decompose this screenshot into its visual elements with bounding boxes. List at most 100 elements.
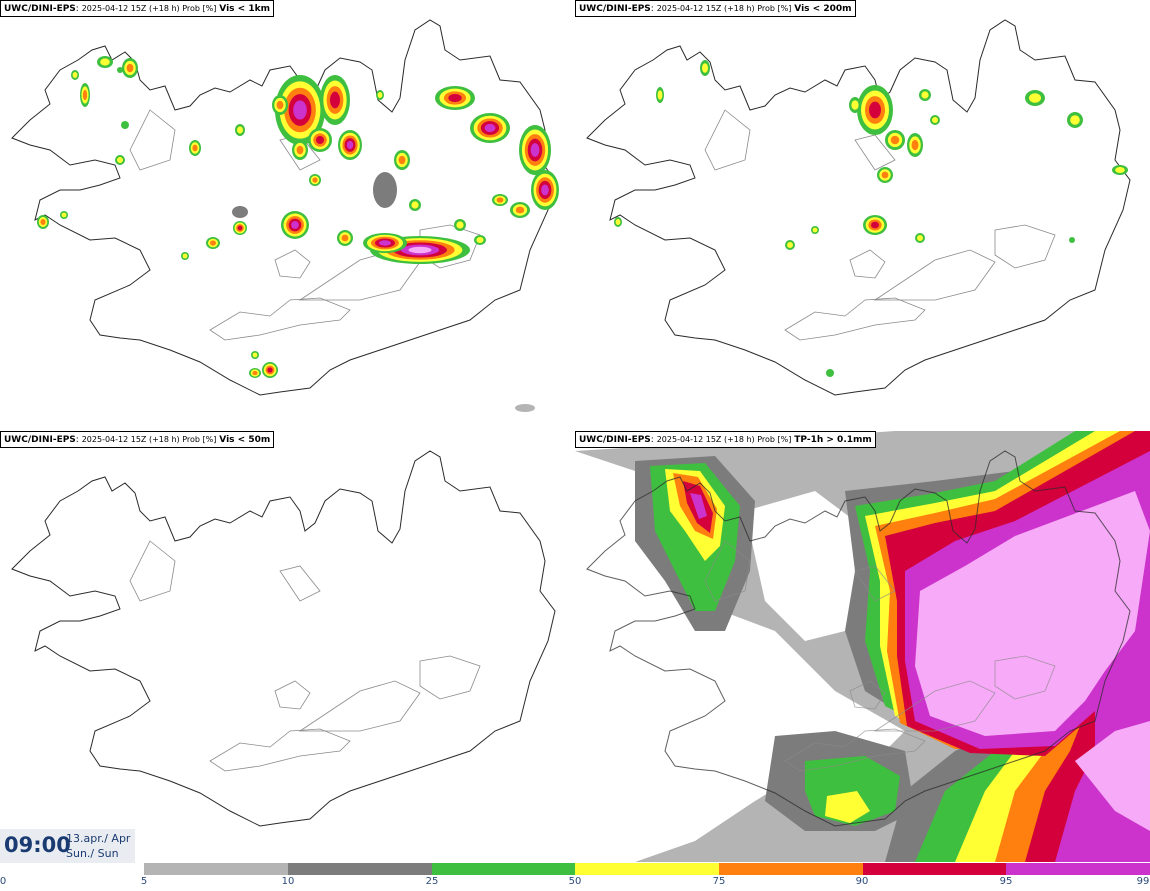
coastline-path <box>11 450 556 827</box>
boundary-path <box>209 728 351 772</box>
fog-blob <box>377 92 383 98</box>
colorbar-tick: 5 <box>140 876 148 887</box>
fog-blob <box>252 352 258 358</box>
iceland-map <box>11 450 556 827</box>
fog-blob <box>210 240 216 246</box>
map-panel-precip: UWC/DINI-EPS: 2025-04-12 15Z (+18 h) Pro… <box>575 431 1150 862</box>
boundary-path <box>129 540 176 602</box>
colorbar-tick: 90 <box>855 876 869 887</box>
fog-blob <box>496 197 504 203</box>
fog-blob <box>408 246 432 254</box>
boundary-path <box>279 565 321 602</box>
fog-blob <box>117 67 123 73</box>
boundary-path <box>849 680 886 710</box>
fog-blob <box>312 177 318 183</box>
valid-time: 09:00 <box>4 833 71 857</box>
panel-title: UWC/DINI-EPS: 2025-04-12 15Z (+18 h) Pro… <box>0 431 275 448</box>
fog-blob <box>932 117 938 123</box>
boundary-path <box>298 680 421 732</box>
fog-blob <box>530 143 540 157</box>
fog-blob <box>40 219 46 225</box>
boundary-path <box>129 109 176 171</box>
fog-blob <box>121 121 129 129</box>
boundary-path <box>784 297 926 341</box>
fog-blob <box>657 90 663 100</box>
colorbar-seg-75-90 <box>719 863 863 875</box>
map-panel-vis-50m: UWC/DINI-EPS: 2025-04-12 15Z (+18 h) Pro… <box>0 431 575 862</box>
fog-blob <box>871 221 879 229</box>
fog-blob <box>812 227 818 233</box>
fog-blob <box>921 91 929 99</box>
colorbar-seg-25-50 <box>432 863 575 875</box>
coastline <box>586 450 1131 827</box>
colorbar-tick: 75 <box>712 876 726 887</box>
fog-blob <box>787 242 793 248</box>
fog-blob <box>237 126 243 134</box>
fog-blob <box>484 123 496 133</box>
valid-date-line2: Sun./ Sun <box>66 847 119 860</box>
probability-colorbar <box>144 863 1150 875</box>
fog-blob <box>296 145 304 155</box>
fog-blob <box>881 171 889 179</box>
colorbar-tick: 50 <box>568 876 582 887</box>
fog-blob <box>82 89 88 101</box>
precip-map <box>575 431 1150 862</box>
fog-blob <box>615 219 621 225</box>
fog-blob <box>826 369 834 377</box>
fog-blob <box>1069 237 1075 243</box>
fog-blob <box>476 237 484 243</box>
fog-blob <box>252 370 258 376</box>
fog-blob <box>917 235 923 241</box>
valid-date-line1: 13.apr./ Apr <box>66 832 131 845</box>
boundary-path <box>274 249 311 279</box>
fog-blob <box>126 63 134 73</box>
boundary-path <box>704 109 751 171</box>
boundary-path <box>994 224 1056 269</box>
boundary-path <box>854 134 896 171</box>
fog-blob <box>911 139 919 151</box>
fog-blobs <box>614 60 1128 377</box>
coastline <box>586 19 1131 396</box>
panel-title: UWC/DINI-EPS: 2025-04-12 15Z (+18 h) Pro… <box>575 431 876 448</box>
fog-blobs <box>37 56 559 378</box>
fog-blob <box>541 184 549 196</box>
colorbar-seg-5-10 <box>144 863 288 875</box>
fog-blob <box>316 136 324 144</box>
valid-date: 13.apr./ Apr Sun./ Sun <box>66 831 130 861</box>
coastline-path <box>586 19 1131 396</box>
boundary-path <box>784 728 926 772</box>
boundary-path <box>704 540 751 602</box>
colorbar-seg-90-95 <box>863 863 1006 875</box>
fog-blob <box>237 225 243 231</box>
fog-blob <box>456 221 464 229</box>
fog-blob <box>182 253 188 259</box>
panel-title: UWC/DINI-EPS: 2025-04-12 15Z (+18 h) Pro… <box>575 0 856 17</box>
boundary-path <box>994 655 1056 700</box>
fog-blob <box>341 234 349 242</box>
fog-blob <box>117 157 123 163</box>
fog-blob <box>72 72 78 78</box>
colorbar-tick: 0 <box>0 876 7 887</box>
fog-blob <box>411 201 419 209</box>
fog-blob <box>192 144 198 152</box>
fog-blob <box>276 100 284 110</box>
boundary-path <box>419 655 481 700</box>
fog-blob <box>346 140 354 150</box>
fog-blob <box>869 101 881 119</box>
fog-blob <box>61 212 67 218</box>
boundary-path <box>209 297 351 341</box>
fog-blob <box>851 100 859 110</box>
fog-blob <box>1070 115 1080 125</box>
fog-blob <box>1115 167 1125 173</box>
colorbar-seg-10-25 <box>288 863 432 875</box>
colorbar-tick: 10 <box>281 876 295 887</box>
iceland-map <box>586 19 1131 396</box>
coastline-path <box>11 19 556 396</box>
coastline <box>11 450 556 827</box>
fog-blob <box>448 94 462 102</box>
colorbar-tick: 95 <box>999 876 1013 887</box>
colorbar-tick: 99 <box>1136 876 1150 887</box>
colorbar-tick: 25 <box>425 876 439 887</box>
colorbar-seg-95-99 <box>1006 863 1150 875</box>
fog-blob <box>267 367 273 373</box>
